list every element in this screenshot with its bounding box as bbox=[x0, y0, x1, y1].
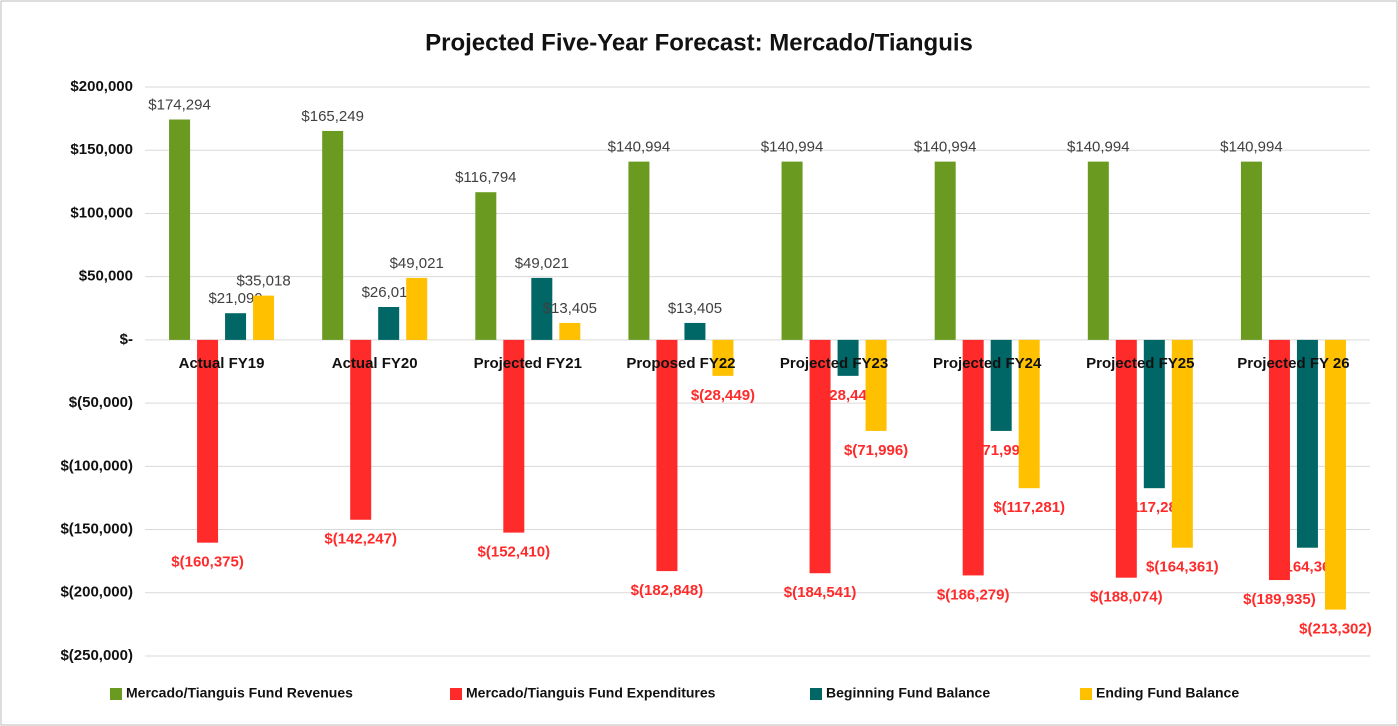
y-tick-label: $(200,000) bbox=[60, 584, 133, 601]
y-tick-label: $200,000 bbox=[70, 78, 133, 95]
bar bbox=[1240, 161, 1262, 340]
bar bbox=[378, 306, 400, 340]
y-tick-label: $(50,000) bbox=[69, 394, 133, 411]
legend-label: Beginning Fund Balance bbox=[826, 685, 990, 701]
bar bbox=[1143, 339, 1165, 489]
bar bbox=[865, 339, 887, 431]
data-label: $116,794 bbox=[455, 169, 516, 186]
legend-swatch bbox=[810, 688, 822, 700]
data-label: $49,021 bbox=[390, 255, 444, 272]
data-label: $26,019 bbox=[362, 284, 416, 301]
bar bbox=[656, 339, 678, 572]
data-label: $(189,935) bbox=[1243, 591, 1316, 608]
data-label: $(182,848) bbox=[631, 582, 704, 599]
bar bbox=[684, 322, 706, 340]
data-label: $(142,247) bbox=[324, 531, 397, 548]
bar bbox=[350, 339, 372, 520]
y-tick-label: $50,000 bbox=[79, 268, 133, 285]
chart-title: Projected Five-Year Forecast: Mercado/Ti… bbox=[425, 29, 973, 56]
bar bbox=[503, 339, 525, 533]
data-label: $35,018 bbox=[236, 273, 290, 290]
x-tick-label: Actual FY20 bbox=[332, 355, 418, 372]
bar bbox=[322, 130, 344, 340]
bar bbox=[962, 339, 984, 576]
data-label: $165,249 bbox=[301, 108, 364, 125]
data-label: $140,994 bbox=[761, 139, 824, 156]
data-label: $140,994 bbox=[1220, 139, 1283, 156]
legend-label: Mercado/Tianguis Fund Revenues bbox=[126, 685, 353, 701]
data-label: $13,405 bbox=[668, 300, 722, 317]
bar bbox=[559, 322, 581, 340]
bar bbox=[1324, 339, 1346, 610]
bar bbox=[1268, 339, 1290, 581]
legend-swatch bbox=[450, 688, 462, 700]
bar bbox=[1115, 339, 1137, 578]
data-label: $21,099 bbox=[208, 290, 262, 307]
data-label: $(164,361) bbox=[1146, 559, 1219, 576]
y-tick-label: $- bbox=[120, 331, 133, 348]
bar bbox=[712, 339, 734, 376]
legend-label: Mercado/Tianguis Fund Expenditures bbox=[466, 685, 716, 701]
bar bbox=[781, 161, 803, 340]
data-label: $13,405 bbox=[543, 300, 597, 317]
x-tick-label: Actual FY19 bbox=[179, 355, 265, 372]
data-label: $(71,996) bbox=[844, 442, 908, 459]
y-tick-label: $(150,000) bbox=[60, 521, 133, 538]
bar bbox=[169, 119, 191, 340]
y-tick-label: $100,000 bbox=[70, 204, 133, 221]
data-label: $(152,410) bbox=[478, 544, 551, 561]
x-tick-label: Proposed FY22 bbox=[626, 355, 735, 372]
data-label: $(188,074) bbox=[1090, 589, 1163, 606]
bar bbox=[1296, 339, 1318, 548]
x-tick-label: Projected FY24 bbox=[933, 355, 1042, 372]
data-label: $(160,375) bbox=[171, 554, 244, 571]
x-tick-label: Projected FY 26 bbox=[1237, 355, 1349, 372]
bar bbox=[406, 277, 428, 340]
x-tick-label: Projected FY23 bbox=[780, 355, 888, 372]
data-label: $(184,541) bbox=[784, 584, 857, 601]
data-label: $(186,279) bbox=[937, 586, 1010, 603]
legend-label: Ending Fund Balance bbox=[1096, 685, 1239, 701]
bar bbox=[475, 192, 497, 340]
legend-swatch bbox=[110, 688, 122, 700]
data-label: $(117,281) bbox=[993, 499, 1065, 516]
data-label: $(28,449) bbox=[816, 387, 880, 404]
bar bbox=[1018, 339, 1040, 489]
bar bbox=[934, 161, 956, 340]
data-label: $(71,996) bbox=[969, 442, 1033, 459]
bar bbox=[1171, 339, 1193, 548]
data-label: $174,294 bbox=[148, 96, 211, 113]
data-label: $49,021 bbox=[515, 255, 569, 272]
bar bbox=[1087, 161, 1109, 340]
bar bbox=[990, 339, 1012, 431]
data-label: $140,994 bbox=[914, 139, 977, 156]
y-tick-label: $150,000 bbox=[70, 141, 133, 158]
legend-swatch bbox=[1080, 688, 1092, 700]
x-tick-label: Projected FY21 bbox=[474, 355, 582, 372]
y-tick-label: $(250,000) bbox=[60, 647, 133, 664]
y-tick-label: $(100,000) bbox=[60, 457, 133, 474]
bar bbox=[837, 339, 859, 376]
bar bbox=[197, 339, 219, 543]
bar bbox=[628, 161, 650, 340]
data-label: $140,994 bbox=[608, 139, 671, 156]
data-label: $(28,449) bbox=[691, 387, 755, 404]
data-label: $(213,302) bbox=[1299, 621, 1372, 638]
bar bbox=[809, 339, 831, 574]
x-tick-label: Projected FY25 bbox=[1086, 355, 1194, 372]
bar bbox=[253, 295, 275, 340]
bar bbox=[225, 313, 247, 340]
bar bbox=[531, 277, 553, 340]
data-label: $140,994 bbox=[1067, 139, 1130, 156]
